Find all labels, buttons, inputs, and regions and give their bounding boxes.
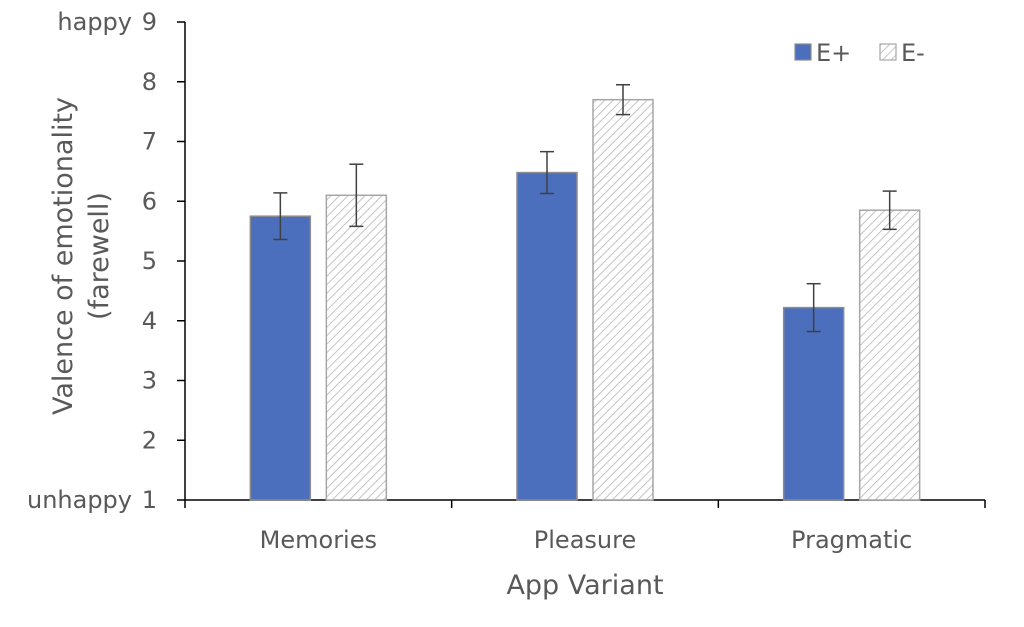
x-axis-title: App Variant [506, 570, 663, 601]
y-axis-title-line2: (farewell) [84, 192, 115, 320]
y-tick-label: 7 [142, 128, 157, 156]
y-tick-label: 9 [142, 8, 157, 36]
y-tick-label: 3 [142, 367, 157, 395]
legend-label-e-minus: E- [901, 39, 925, 67]
bars-group [249, 98, 921, 501]
bar-e-minus-pleasure [592, 98, 654, 501]
y-tick-label: 5 [142, 247, 157, 275]
x-tick-label: Memories [260, 526, 377, 554]
y-axis-title-line1: Valence of emotionality [48, 97, 79, 415]
legend: E+ E- [794, 39, 925, 67]
bar-e-plus-pragmatic [782, 306, 845, 501]
y-tick-label: 1 [142, 486, 157, 514]
x-tick-label: Pragmatic [791, 526, 912, 554]
y-axis: 1 2 3 4 5 6 7 8 9 [142, 8, 186, 514]
y-anchor-label-bottom: unhappy [27, 486, 132, 514]
legend-label-e-plus: E+ [816, 39, 851, 67]
bar-e-plus-memories [249, 215, 312, 501]
legend-swatch-e-minus [879, 43, 897, 61]
x-axis: Memories Pleasure Pragmatic [184, 499, 986, 554]
bar-e-minus-pragmatic [858, 209, 921, 501]
y-tick-label: 6 [142, 187, 157, 215]
x-tick-label: Pleasure [534, 526, 636, 554]
bar-e-minus-memories [325, 194, 388, 501]
y-tick-label: 2 [142, 426, 157, 454]
legend-swatch-e-plus [794, 43, 812, 61]
y-tick-label: 4 [142, 307, 157, 335]
y-anchor-label-top: happy [57, 8, 132, 36]
error-bars-group [273, 83, 897, 333]
y-tick-label: 8 [142, 68, 157, 96]
bar-e-plus-pleasure [516, 171, 578, 501]
